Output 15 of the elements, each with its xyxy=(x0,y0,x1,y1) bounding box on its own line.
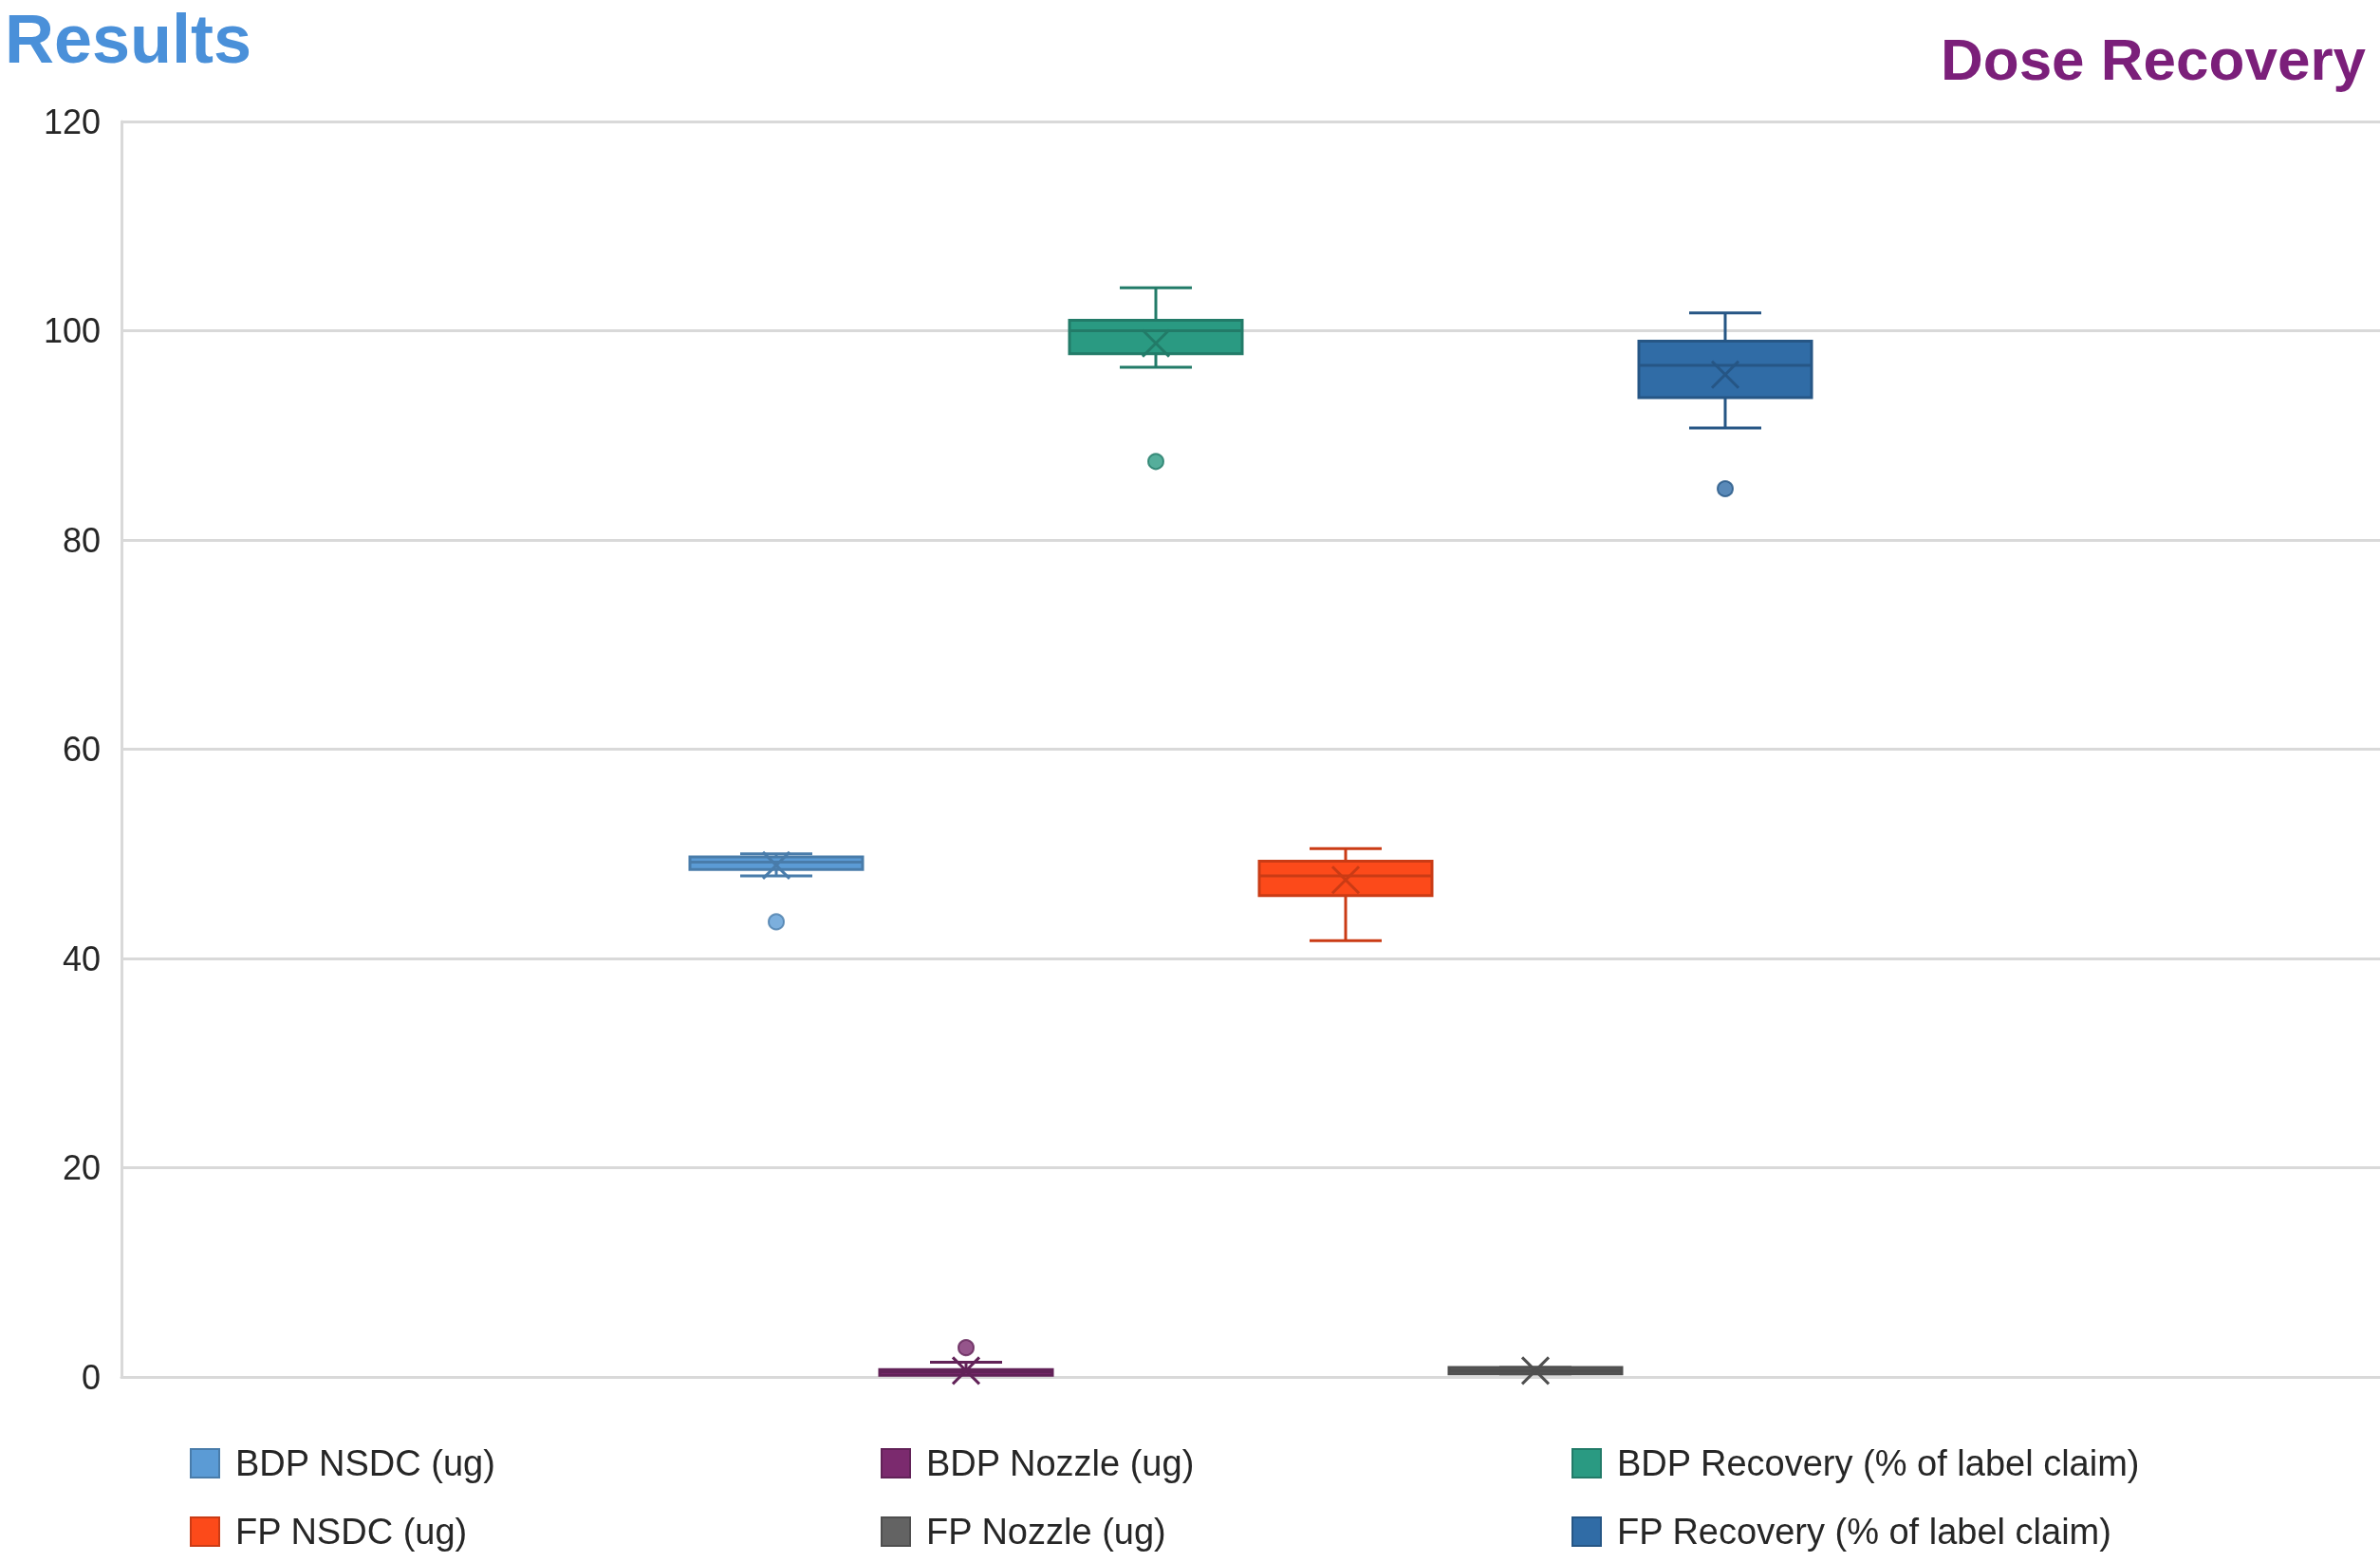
y-tick-label: 80 xyxy=(62,520,101,560)
y-tick-label: 100 xyxy=(43,311,101,350)
chart-title: Results xyxy=(5,1,252,77)
legend-label: FP Nozzle (ug) xyxy=(926,1512,1166,1552)
legend-label: BDP Nozzle (ug) xyxy=(926,1443,1195,1483)
legend-label: FP NSDC (ug) xyxy=(235,1512,468,1552)
y-tick-label: 20 xyxy=(62,1148,101,1187)
y-tick-label: 60 xyxy=(62,730,101,769)
chart-subtitle: Dose Recovery xyxy=(1940,26,2367,92)
legend-label: BDP NSDC (ug) xyxy=(235,1443,495,1483)
y-tick-label: 120 xyxy=(43,102,101,141)
y-tick-label: 0 xyxy=(81,1357,101,1397)
legend-label: FP Recovery (% of label claim) xyxy=(1617,1512,2111,1552)
legend-label: BDP Recovery (% of label claim) xyxy=(1617,1443,2140,1483)
y-tick-label: 40 xyxy=(62,939,101,978)
